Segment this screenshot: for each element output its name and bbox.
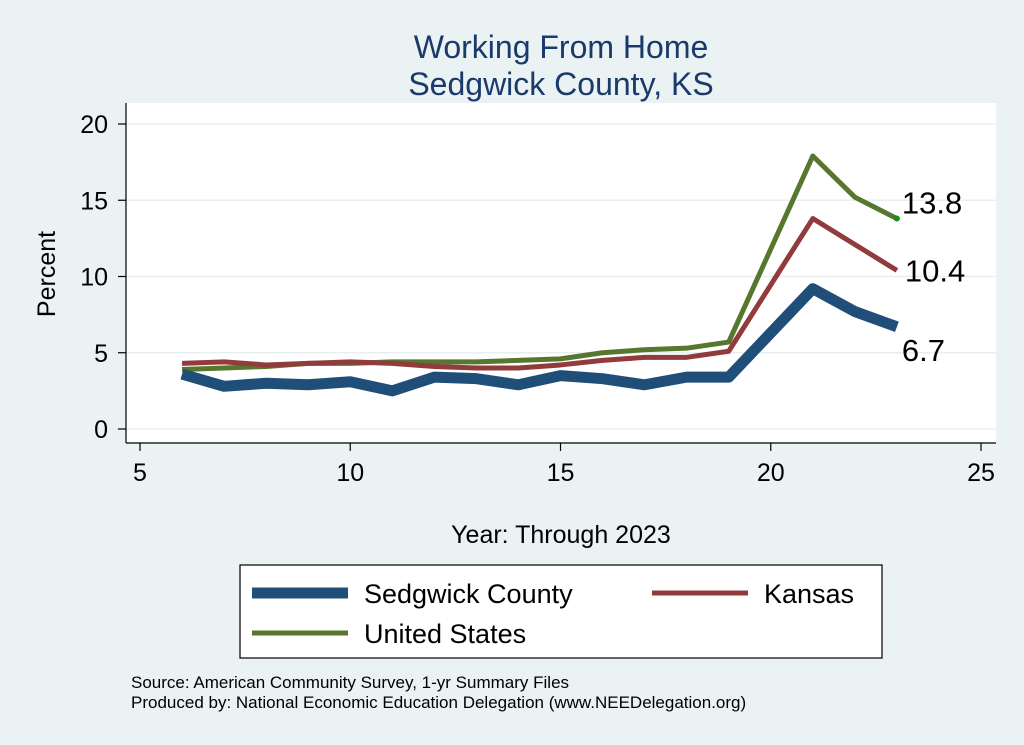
- y-tick-label: 10: [80, 264, 108, 292]
- legend: [239, 564, 883, 659]
- x-tick-label: 15: [547, 459, 575, 487]
- y-tick-label: 0: [94, 416, 108, 444]
- series-line-sedgwick-county: [180, 283, 899, 397]
- legend-label-united-states: United States: [364, 619, 526, 649]
- end-label-united-states: 13.8: [902, 186, 962, 221]
- source-note: Source: American Community Survey, 1-yr …: [131, 673, 569, 692]
- producer-note: Produced by: National Economic Education…: [131, 693, 746, 712]
- plot-area: [126, 103, 996, 443]
- chart-subtitle: Sedgwick County, KS: [408, 66, 713, 102]
- series-layer: [180, 153, 900, 397]
- series-line-kansas: [181, 216, 899, 371]
- y-axis-ticks: 0 5 10 15 20: [80, 111, 126, 444]
- y-tick-label: 20: [80, 111, 108, 139]
- y-axis-title: Percent: [33, 231, 61, 317]
- x-axis-title: Year: Through 2023: [451, 521, 671, 549]
- y-tick-label: 5: [94, 340, 108, 368]
- x-tick-label: 10: [336, 459, 364, 487]
- x-axis-ticks: 5 10 15 20 25: [133, 443, 995, 487]
- x-tick-label: 5: [133, 459, 147, 487]
- end-labels: 6.7 10.4 13.8: [902, 186, 965, 368]
- end-label-sedgwick-county: 6.7: [902, 333, 945, 368]
- gridlines: [126, 123, 996, 430]
- legend-label-kansas: Kansas: [764, 579, 854, 609]
- chart-title: Working From Home: [414, 29, 709, 65]
- x-tick-label: 20: [757, 459, 785, 487]
- end-label-kansas: 10.4: [905, 253, 965, 288]
- x-tick-label: 25: [967, 459, 995, 487]
- series-end-point: [893, 215, 900, 222]
- y-tick-label: 15: [80, 187, 108, 215]
- legend-label-sedgwick: Sedgwick County: [364, 579, 573, 609]
